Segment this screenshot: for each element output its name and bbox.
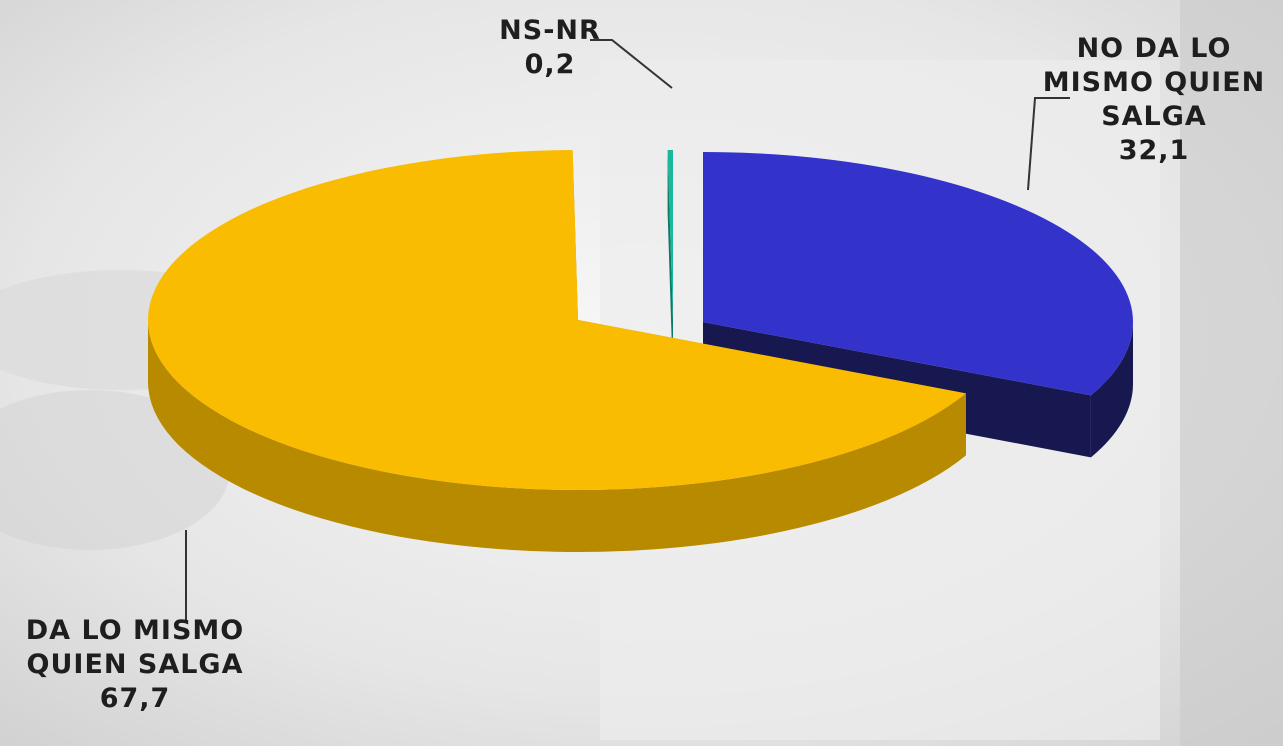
label-no-da-line-3: SALGA xyxy=(1101,101,1207,132)
pie-slice-top-2 xyxy=(667,150,673,320)
pie-slice-2 xyxy=(667,150,673,382)
label-da-line-1: DA LO MISMO xyxy=(25,615,245,646)
pie-slice-wall-2-0 xyxy=(667,150,673,382)
pie-slice-side-1 xyxy=(148,320,966,553)
label-ns-nr: NS-NR 0,2 xyxy=(480,14,620,82)
label-da-lo-mismo: DA LO MISMO QUIEN SALGA 67,7 xyxy=(0,614,270,716)
leader-line-ns-nr xyxy=(590,39,673,89)
label-ns-nr-value: 0,2 xyxy=(524,49,576,80)
label-da-value: 67,7 xyxy=(99,683,171,714)
label-no-da-line-2: MISMO QUIEN xyxy=(1042,67,1266,98)
label-no-da-value: 32,1 xyxy=(1118,135,1190,166)
pie-slice-side-0 xyxy=(1090,322,1133,458)
label-no-da-line-1: NO DA LO xyxy=(1076,33,1232,64)
pie-slice-top-0 xyxy=(703,152,1133,396)
leader-line-no-da xyxy=(1027,97,1070,191)
pie-slice-top-1 xyxy=(147,150,966,491)
label-da-line-2: QUIEN SALGA xyxy=(26,649,244,680)
pie-slice-1 xyxy=(147,150,966,553)
label-ns-nr-line-1: NS-NR xyxy=(499,15,601,46)
label-no-da-lo-mismo: NO DA LO MISMO QUIEN SALGA 32,1 xyxy=(1025,32,1283,168)
